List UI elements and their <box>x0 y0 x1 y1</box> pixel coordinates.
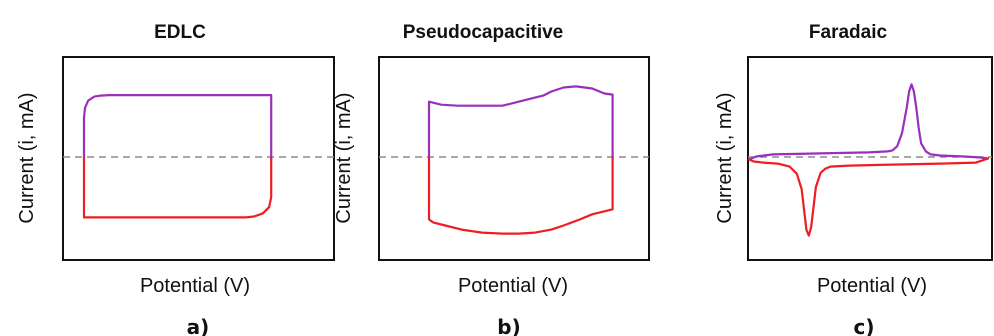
chart-edlc: EDLC Current (i, mA) Potential (V) a) <box>16 22 335 336</box>
oxidation-curve <box>747 83 990 161</box>
panel-b: Pseudocapacitive Current (i, mA) Potenti… <box>331 0 662 336</box>
y-axis-label: Current (i, mA) <box>333 92 355 223</box>
plot-frame <box>747 56 993 261</box>
reduction-curve <box>82 157 273 219</box>
panel-label: b) <box>497 315 520 336</box>
panel-label: c) <box>854 315 875 336</box>
chart-title: EDLC <box>154 22 206 43</box>
plot-frame <box>62 56 335 261</box>
reduction-curve <box>747 157 990 237</box>
chart-title: Pseudocapacitive <box>403 22 564 43</box>
x-axis-label: Potential (V) <box>817 275 927 297</box>
y-axis-label: Current (i, mA) <box>714 92 736 223</box>
oxidation-curve <box>82 94 273 160</box>
chart-pseudocapacitive: Pseudocapacitive Current (i, mA) Potenti… <box>333 22 650 336</box>
oxidation-curve <box>427 85 614 160</box>
panel-label: a) <box>187 315 210 336</box>
reduction-curve <box>427 157 614 235</box>
panel-c: Faradaic Current (i, mA) Potential (V) c… <box>662 0 993 336</box>
plot-frame <box>378 56 650 261</box>
chart-title: Faradaic <box>809 22 888 43</box>
y-axis-label: Current (i, mA) <box>16 92 38 223</box>
panel-a: EDLC Current (i, mA) Potential (V) a) <box>0 0 335 336</box>
x-axis-label: Potential (V) <box>458 275 568 297</box>
chart-faradaic: Faradaic Current (i, mA) Potential (V) c… <box>714 22 993 336</box>
x-axis-label: Potential (V) <box>140 275 250 297</box>
